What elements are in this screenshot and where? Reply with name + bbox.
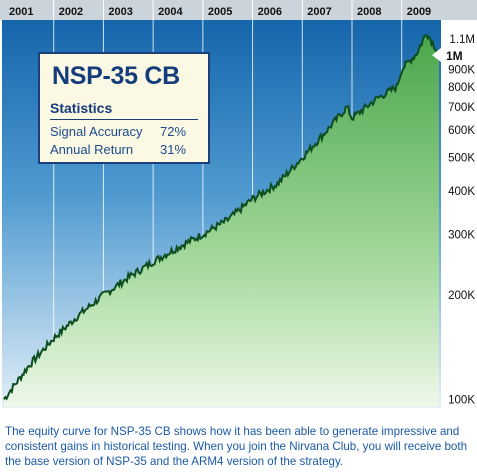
year-band — [0, 0, 477, 20]
stat-label: Annual Return — [50, 142, 134, 157]
stat-value: 72% — [160, 124, 187, 139]
y-tick-label: 700K — [448, 102, 475, 114]
chart-caption: The equity curve for NSP-35 CB shows how… — [5, 425, 468, 468]
year-label: 2003 — [108, 6, 132, 18]
statistics-box: NSP-35 CB Statistics Signal Accuracy 72%… — [38, 52, 210, 164]
equity-line — [3, 34, 440, 401]
year-label: 2001 — [9, 6, 33, 18]
year-label: 2008 — [357, 6, 381, 18]
y-tick-label: 100K — [448, 394, 475, 406]
year-label: 2002 — [59, 6, 83, 18]
axis-background — [441, 20, 477, 410]
equity-curve-chart: 2001 2002 2003 2004 2005 2006 2007 2008 2009 1.1… — [0, 0, 477, 410]
statistics-divider — [50, 119, 198, 120]
current-value-label: 1M — [446, 49, 463, 63]
year-label: 2004 — [158, 6, 183, 18]
year-label: 2006 — [258, 6, 282, 18]
statistics-heading: Statistics — [50, 100, 113, 116]
year-label: 2005 — [208, 6, 232, 18]
stat-value: 31% — [160, 142, 187, 157]
year-label: 2009 — [407, 6, 431, 18]
y-tick-label: 1.1M — [449, 34, 475, 46]
strategy-title: NSP-35 CB — [52, 62, 180, 90]
y-tick-label: 200K — [448, 290, 475, 302]
stat-row-annual-return: Annual Return 31% — [50, 142, 186, 157]
y-tick-label: 900K — [448, 64, 475, 76]
stat-label: Signal Accuracy — [50, 124, 143, 139]
y-tick-label: 300K — [448, 229, 475, 241]
y-tick-label: 600K — [448, 125, 475, 137]
y-tick-label: 400K — [448, 186, 475, 198]
y-tick-label: 500K — [448, 153, 475, 165]
current-value-marker: 1M — [432, 48, 466, 63]
year-label: 2007 — [307, 6, 331, 18]
y-tick-label: 800K — [448, 82, 475, 94]
stat-row-signal-accuracy: Signal Accuracy 72% — [50, 124, 186, 139]
